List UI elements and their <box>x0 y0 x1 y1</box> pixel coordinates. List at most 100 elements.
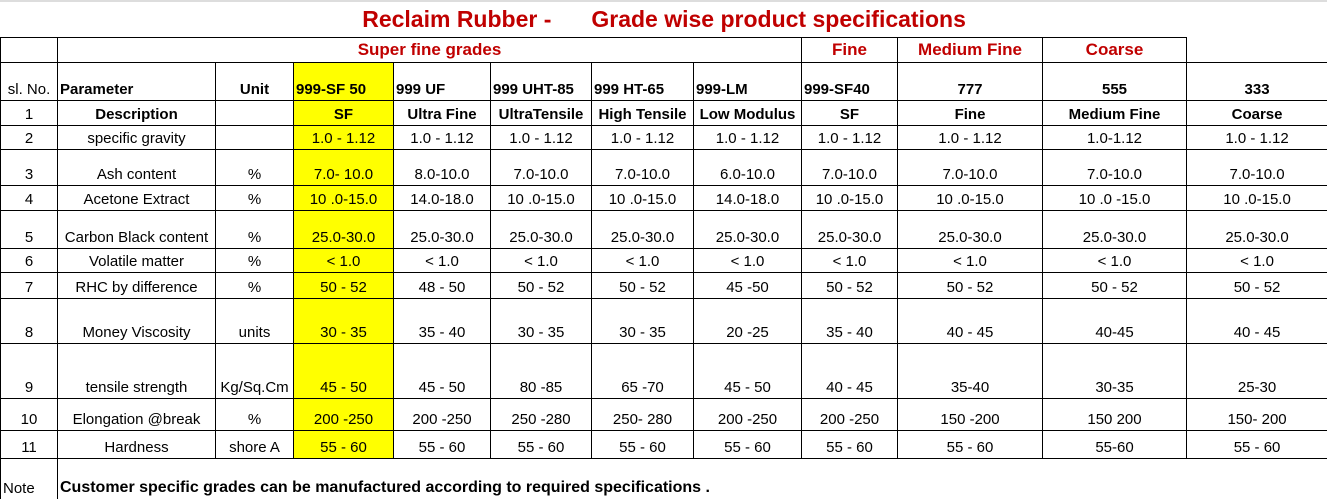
value-cell: 7.0- 10.0 <box>293 148 394 186</box>
value-cell: < 1.0 <box>897 247 1043 273</box>
parameter-cell: Hardness <box>57 429 216 459</box>
value-cell: 1.0 - 1.12 <box>393 124 491 150</box>
value-cell: 14.0-18.0 <box>393 184 491 211</box>
value-cell: Coarse <box>1185 99 1327 126</box>
value-cell: 14.0-18.0 <box>693 184 802 211</box>
value-cell: 8.0-10.0 <box>393 148 491 186</box>
value-cell: SF <box>293 99 394 126</box>
value-cell: 50 - 52 <box>801 271 898 299</box>
value-cell: 45 - 50 <box>293 342 394 399</box>
value-cell: 200 -250 <box>693 397 802 431</box>
value-cell: 55-60 <box>1042 429 1187 459</box>
value-cell: < 1.0 <box>1185 247 1327 273</box>
table-row: 10 Elongation @break% 200 -250 200 -250 250 … <box>0 397 1327 431</box>
value-cell: 30 - 35 <box>293 297 394 344</box>
grade-header: 999-SF40 <box>801 61 898 101</box>
table-row: 1 Description SF Ultra Fine UltraTensile High… <box>0 99 1327 126</box>
value-cell: 25.0-30.0 <box>693 209 802 249</box>
parameter-cell: RHC by difference <box>57 271 216 299</box>
value-cell: 50 - 52 <box>1185 271 1327 299</box>
value-cell: 25.0-30.0 <box>490 209 592 249</box>
value-cell: 1.0 - 1.12 <box>490 124 592 150</box>
value-cell: 55 - 60 <box>490 429 592 459</box>
row-number: 6 <box>0 247 58 273</box>
value-cell: Fine <box>897 99 1043 126</box>
parameter-cell: Volatile matter <box>57 247 216 273</box>
value-cell: 55 - 60 <box>897 429 1043 459</box>
row-number: 1 <box>0 99 58 126</box>
value-cell: 1.0 - 1.12 <box>1185 124 1327 150</box>
table-row: 11 Hardness shore A 55 - 60 55 - 60 55 - 60 55… <box>0 429 1327 459</box>
parameter-cell: Money Viscosity <box>57 297 216 344</box>
value-cell: 10 .0-15.0 <box>897 184 1043 211</box>
value-cell: 50 - 52 <box>490 271 592 299</box>
value-cell: 50 - 52 <box>1042 271 1187 299</box>
unit-header: Unit <box>215 61 294 101</box>
grade-header: 999-SF 50 <box>293 61 394 101</box>
parameter-cell: Elongation @break <box>57 397 216 431</box>
note-label: Note <box>0 457 58 499</box>
value-cell: 40 - 45 <box>897 297 1043 344</box>
value-cell: 45 -50 <box>693 271 802 299</box>
value-cell: < 1.0 <box>801 247 898 273</box>
grade-header: 333 <box>1185 61 1327 101</box>
value-cell: Low Modulus <box>693 99 802 126</box>
value-cell: 1.0 - 1.12 <box>897 124 1043 150</box>
value-cell: 200 -250 <box>801 397 898 431</box>
group-fine: Fine <box>801 36 898 63</box>
value-cell: 7.0-10.0 <box>801 148 898 186</box>
value-cell: 30 - 35 <box>490 297 592 344</box>
row-number: 8 <box>0 297 58 344</box>
unit-cell: shore A <box>215 429 294 459</box>
value-cell: 10 .0-15.0 <box>591 184 694 211</box>
unit-cell: units <box>215 297 294 344</box>
parameter-cell: tensile strength <box>57 342 216 399</box>
value-cell: 50 - 52 <box>293 271 394 299</box>
value-cell: 10 .0 -15.0 <box>1042 184 1187 211</box>
value-cell: 10 .0-15.0 <box>801 184 898 211</box>
grade-header: 999-LM <box>693 61 802 101</box>
value-cell: 7.0-10.0 <box>490 148 592 186</box>
value-cell: 250 -280 <box>490 397 592 431</box>
value-cell: 80 -85 <box>490 342 592 399</box>
value-cell: 7.0-10.0 <box>1185 148 1327 186</box>
value-cell: < 1.0 <box>490 247 592 273</box>
table-row: 9 tensile strength Kg/Sq.Cm 45 - 50 45 - 50 8… <box>0 342 1327 399</box>
parameter-cell: Ash content <box>57 148 216 186</box>
value-cell: 150- 200 <box>1185 397 1327 431</box>
value-cell: 10 .0-15.0 <box>293 184 394 211</box>
table-row: 4 Acetone Extract% 10 .0-15.0 14.0-18.0 10 .… <box>0 184 1327 211</box>
unit-cell <box>215 124 294 150</box>
unit-cell: % <box>215 148 294 186</box>
grade-header: 555 <box>1042 61 1187 101</box>
parameter-cell: Acetone Extract <box>57 184 216 211</box>
value-cell: 25.0-30.0 <box>393 209 491 249</box>
value-cell: 25.0-30.0 <box>897 209 1043 249</box>
row-number: 11 <box>0 429 58 459</box>
parameter-cell: Description <box>57 99 216 126</box>
value-cell: 55 - 60 <box>591 429 694 459</box>
value-cell: 1.0 - 1.12 <box>591 124 694 150</box>
unit-cell: Kg/Sq.Cm <box>215 342 294 399</box>
group-medium-fine: Medium Fine <box>897 36 1043 63</box>
table-row: 8 Money Viscosity units 30 - 35 35 - 40 30 - … <box>0 297 1327 344</box>
value-cell: 200 -250 <box>393 397 491 431</box>
value-cell: 45 - 50 <box>393 342 491 399</box>
value-cell: < 1.0 <box>293 247 394 273</box>
grade-header: 999 HT-65 <box>591 61 694 101</box>
unit-cell: % <box>215 397 294 431</box>
table-row: 3 Ash content% 7.0- 10.0 8.0-10.0 7.0-10.0 7.… <box>0 148 1327 186</box>
value-cell: 25.0-30.0 <box>293 209 394 249</box>
value-cell: 30 - 35 <box>591 297 694 344</box>
value-cell: High Tensile <box>591 99 694 126</box>
group-super-fine: Super fine grades <box>57 36 802 63</box>
value-cell: Ultra Fine <box>393 99 491 126</box>
value-cell: Medium Fine <box>1042 99 1187 126</box>
value-cell: 6.0-10.0 <box>693 148 802 186</box>
grade-header: 999 UHT-85 <box>490 61 592 101</box>
note-row: Note Customer specific grades can be manu… <box>0 457 1327 499</box>
group-header-row: Super fine grades Fine Medium Fine Coars… <box>0 36 1327 63</box>
value-cell: SF <box>801 99 898 126</box>
